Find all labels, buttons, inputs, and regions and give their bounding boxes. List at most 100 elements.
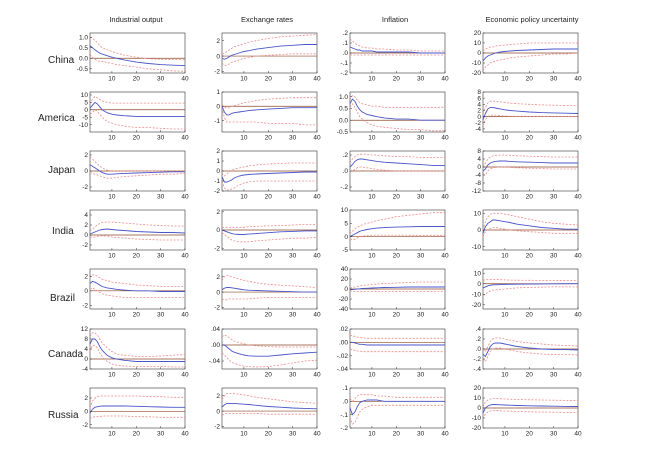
y-tick-label: 2 xyxy=(216,393,220,400)
upper-band-line xyxy=(221,274,318,288)
response-line xyxy=(482,160,578,172)
x-tick-label: 10 xyxy=(240,253,248,260)
y-tick-label: 2 xyxy=(216,38,220,45)
y-tick-label: 0.5 xyxy=(79,45,88,52)
upper-band-line xyxy=(349,212,445,235)
x-tick-label: 20 xyxy=(265,253,273,260)
panel-china-inflation: -.2 -.1 .0 .1 .2 10 20 30 40 xyxy=(340,30,449,82)
lower-band-line xyxy=(482,227,578,237)
panel-frame xyxy=(221,32,318,74)
panel-russia-industrial-output: -2 0 2 10 20 30 40 xyxy=(82,387,189,438)
x-tick-label: 20 xyxy=(133,312,141,319)
response-line xyxy=(349,226,445,238)
y-tick-label: 20 xyxy=(474,385,482,392)
upper-band-line xyxy=(221,334,317,348)
y-tick-label: .1 xyxy=(343,385,349,392)
lower-band-line xyxy=(221,297,317,301)
response-line xyxy=(350,341,445,346)
x-tick-label: 30 xyxy=(157,372,165,379)
upper-band-line xyxy=(221,97,317,109)
panel-frame xyxy=(221,387,318,429)
panel-frame xyxy=(349,387,446,429)
response-line xyxy=(221,44,317,60)
panel-japan-industrial-output: -2 0 2 10 20 30 40 xyxy=(82,150,189,201)
x-tick-label: 20 xyxy=(393,253,401,260)
panel-india-inflation: -5 0 5 10 10 20 30 40 xyxy=(341,207,449,259)
y-tick-label: 0 xyxy=(84,288,88,295)
x-tick-label: 20 xyxy=(265,194,273,201)
y-tick-label: 8 xyxy=(477,89,481,96)
x-tick-label: 10 xyxy=(240,372,248,379)
column-title-inflation: Inflation xyxy=(382,15,408,24)
response-line xyxy=(89,228,186,235)
y-tick-label: -.04 xyxy=(209,358,221,365)
x-tick-label: 40 xyxy=(181,431,189,438)
y-tick-label: 1.0 xyxy=(79,34,88,41)
x-tick-label: 10 xyxy=(501,372,509,379)
lower-band-line xyxy=(482,410,579,420)
x-tick-label: 40 xyxy=(313,312,321,319)
x-tick-label: 10 xyxy=(368,194,376,201)
x-tick-label: 40 xyxy=(441,194,449,201)
y-tick-label: -4 xyxy=(82,366,88,373)
panel-america-inflation: -0.5 0.0 0.5 1.0 10 20 30 40 xyxy=(337,91,449,142)
y-tick-label: -10 xyxy=(79,122,89,129)
y-tick-label: 0 xyxy=(84,107,88,114)
x-tick-label: 10 xyxy=(108,135,116,142)
column-title-exchange-rates: Exchange rates xyxy=(241,15,293,24)
panel-brazil-inflation: -40 -20 0 20 40 10 20 30 40 xyxy=(339,266,449,318)
panel-india-exchange-rates: -2 0 2 10 20 30 40 xyxy=(214,209,321,259)
panel-brazil-exchange-rates: -2 0 2 10 20 30 40 xyxy=(214,268,321,319)
y-tick-label: 0 xyxy=(216,227,220,234)
upper-band-line xyxy=(349,38,445,52)
y-tick-label: -8 xyxy=(475,180,481,187)
panel-russia-economic-policy-uncertainty: -20 -10 0 10 20 10 20 30 40 xyxy=(472,385,582,437)
x-tick-label: 20 xyxy=(526,76,534,83)
x-tick-label: 10 xyxy=(501,135,509,142)
row-label-canada: Canada xyxy=(48,349,83,360)
row-label-america: America xyxy=(38,113,75,124)
y-tick-label: 2 xyxy=(216,209,220,216)
y-tick-label: .04 xyxy=(211,326,220,333)
y-tick-label: -2 xyxy=(214,69,220,76)
response-line xyxy=(89,338,185,362)
y-tick-label: -10 xyxy=(472,291,482,298)
row-label-russia: Russia xyxy=(48,410,79,421)
upper-band-line xyxy=(89,274,185,287)
y-tick-label: 8 xyxy=(84,336,88,343)
x-tick-label: 10 xyxy=(108,194,116,201)
response-line xyxy=(482,219,578,234)
y-tick-label: 0 xyxy=(216,53,220,60)
x-tick-label: 40 xyxy=(574,135,582,142)
response-line xyxy=(482,48,578,62)
lower-band-line xyxy=(221,413,317,416)
x-tick-label: 20 xyxy=(265,135,273,142)
x-tick-label: 20 xyxy=(133,431,141,438)
x-tick-label: 40 xyxy=(181,76,189,83)
x-tick-label: 10 xyxy=(240,135,248,142)
y-tick-label: -2 xyxy=(214,245,220,252)
x-tick-label: 30 xyxy=(417,194,425,201)
y-tick-label: 2 xyxy=(477,108,481,115)
x-tick-label: 30 xyxy=(550,135,558,142)
x-tick-label: 10 xyxy=(368,253,376,260)
y-tick-label: 2 xyxy=(216,274,220,281)
y-tick-label: 0 xyxy=(477,164,481,171)
lower-band-line xyxy=(89,235,185,241)
x-tick-label: 40 xyxy=(313,194,321,201)
x-tick-label: 30 xyxy=(417,312,425,319)
panel-china-exchange-rates: -2 0 2 10 20 30 40 xyxy=(214,32,321,83)
x-tick-label: 40 xyxy=(181,253,189,260)
response-line xyxy=(349,158,445,168)
x-tick-label: 30 xyxy=(157,194,165,201)
y-tick-label: 0 xyxy=(84,356,88,363)
response-line xyxy=(350,286,445,290)
panel-japan-exchange-rates: -2 -1 0 1 2 10 20 30 40 xyxy=(214,148,321,200)
panel-frame xyxy=(221,91,318,133)
y-tick-label: 2 xyxy=(84,222,88,229)
x-tick-label: 30 xyxy=(289,312,297,319)
x-tick-label: 30 xyxy=(550,431,558,438)
lower-band-line xyxy=(89,344,185,368)
lower-band-line xyxy=(482,52,579,72)
y-tick-label: -0.5 xyxy=(77,66,89,73)
